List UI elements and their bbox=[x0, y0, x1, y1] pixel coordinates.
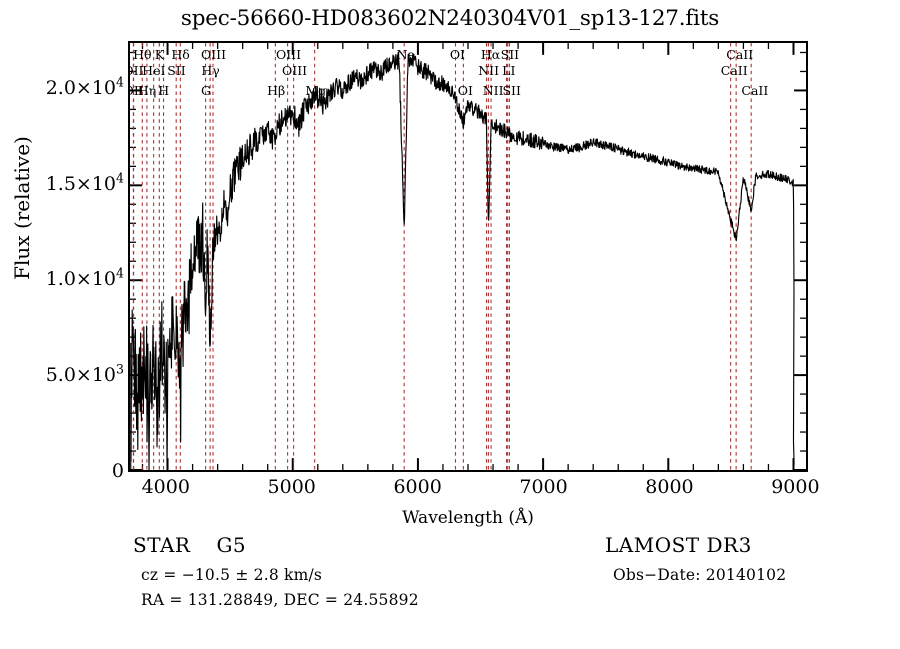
spectral-line-label: CaII bbox=[720, 63, 748, 78]
spectral-line-label: NII bbox=[482, 83, 504, 98]
y-axis-tick-labels: 0 5.0×103 1.0×104 1.5×104 2.0×104 bbox=[0, 0, 124, 482]
y-tick-label: 1.0×104 bbox=[45, 266, 124, 291]
x-tick-label: 5000 bbox=[267, 476, 316, 498]
y-tick-label: 0 bbox=[111, 460, 124, 482]
spectral-line-label: Hθ bbox=[133, 47, 152, 62]
spectrum-plot-svg bbox=[130, 43, 806, 470]
spectral-line-label: G bbox=[201, 83, 212, 98]
metadata-left: STAR G5 cz = −10.5 ± 2.8 km/s RA = 131.28… bbox=[133, 533, 419, 616]
x-tick-label: 4000 bbox=[141, 476, 190, 498]
spectral-line-label: SII bbox=[502, 83, 521, 98]
spectral-line-label: OI bbox=[449, 47, 465, 62]
spectral-line-label: CaII bbox=[726, 47, 754, 62]
spectral-line-markers bbox=[132, 43, 752, 470]
spectral-line-label: OI bbox=[457, 83, 473, 98]
spectral-line-label: OIII bbox=[200, 47, 227, 62]
spectral-line-label: LI bbox=[502, 63, 516, 78]
spectral-line-label: Hη bbox=[137, 83, 157, 98]
x-tick-label: 7000 bbox=[519, 476, 568, 498]
spectrum-trace bbox=[130, 51, 795, 470]
survey-name: LAMOST DR3 bbox=[605, 533, 752, 557]
spectral-line-label: Hα bbox=[480, 47, 501, 62]
x-tick-label: 6000 bbox=[393, 476, 442, 498]
metadata-right: LAMOST DR3 Obs−Date: 20140102 bbox=[605, 533, 786, 591]
plot-area[interactable]: HθKHδOIIIOIIINaOIHαSIICaIIOIIHeISIIHγOII… bbox=[128, 41, 808, 472]
spectral-line-label: OII bbox=[130, 63, 144, 78]
spectral-line-label: Mg bbox=[305, 83, 327, 98]
spectral-line-label: OIII bbox=[276, 47, 302, 62]
observation-date: Obs−Date: 20140102 bbox=[613, 566, 787, 584]
y-tick-label: 1.5×104 bbox=[45, 170, 124, 195]
spectral-line-label: Na bbox=[396, 47, 415, 62]
sky-coordinates: RA = 131.28849, DEC = 24.55892 bbox=[141, 591, 419, 609]
x-tick-label: 8000 bbox=[645, 476, 694, 498]
y-tick-label: 5.0×103 bbox=[45, 361, 124, 387]
spectral-line-label: H bbox=[158, 83, 170, 98]
spectral-line-label: NII bbox=[478, 63, 500, 78]
x-tick-label: 9000 bbox=[771, 476, 820, 498]
x-axis-title: Wavelength (Å) bbox=[402, 508, 534, 528]
page-title: spec-56660-HD083602N240304V01_sp13-127.f… bbox=[180, 6, 720, 31]
spectral-line-label: Hγ bbox=[201, 63, 220, 78]
spectral-line-label: OII bbox=[130, 83, 144, 98]
spectral-line-label: SII bbox=[500, 47, 520, 62]
spectral-class: G5 bbox=[216, 533, 247, 557]
radial-velocity: cz = −10.5 ± 2.8 km/s bbox=[141, 566, 323, 584]
spectral-line-label: Hβ bbox=[267, 83, 286, 98]
y-tick-label: 2.0×104 bbox=[45, 74, 124, 99]
object-summary: STAR G5 bbox=[133, 533, 419, 557]
object-type: STAR bbox=[133, 533, 191, 557]
spectral-line-label: OIII bbox=[282, 63, 308, 78]
spectral-line-label: HeI bbox=[142, 63, 166, 78]
spectral-line-label: Hδ bbox=[171, 47, 190, 62]
spectral-line-label: K bbox=[154, 47, 165, 62]
spectral-line-label: CaII bbox=[741, 83, 769, 98]
spectral-line-label: SII bbox=[167, 63, 186, 78]
